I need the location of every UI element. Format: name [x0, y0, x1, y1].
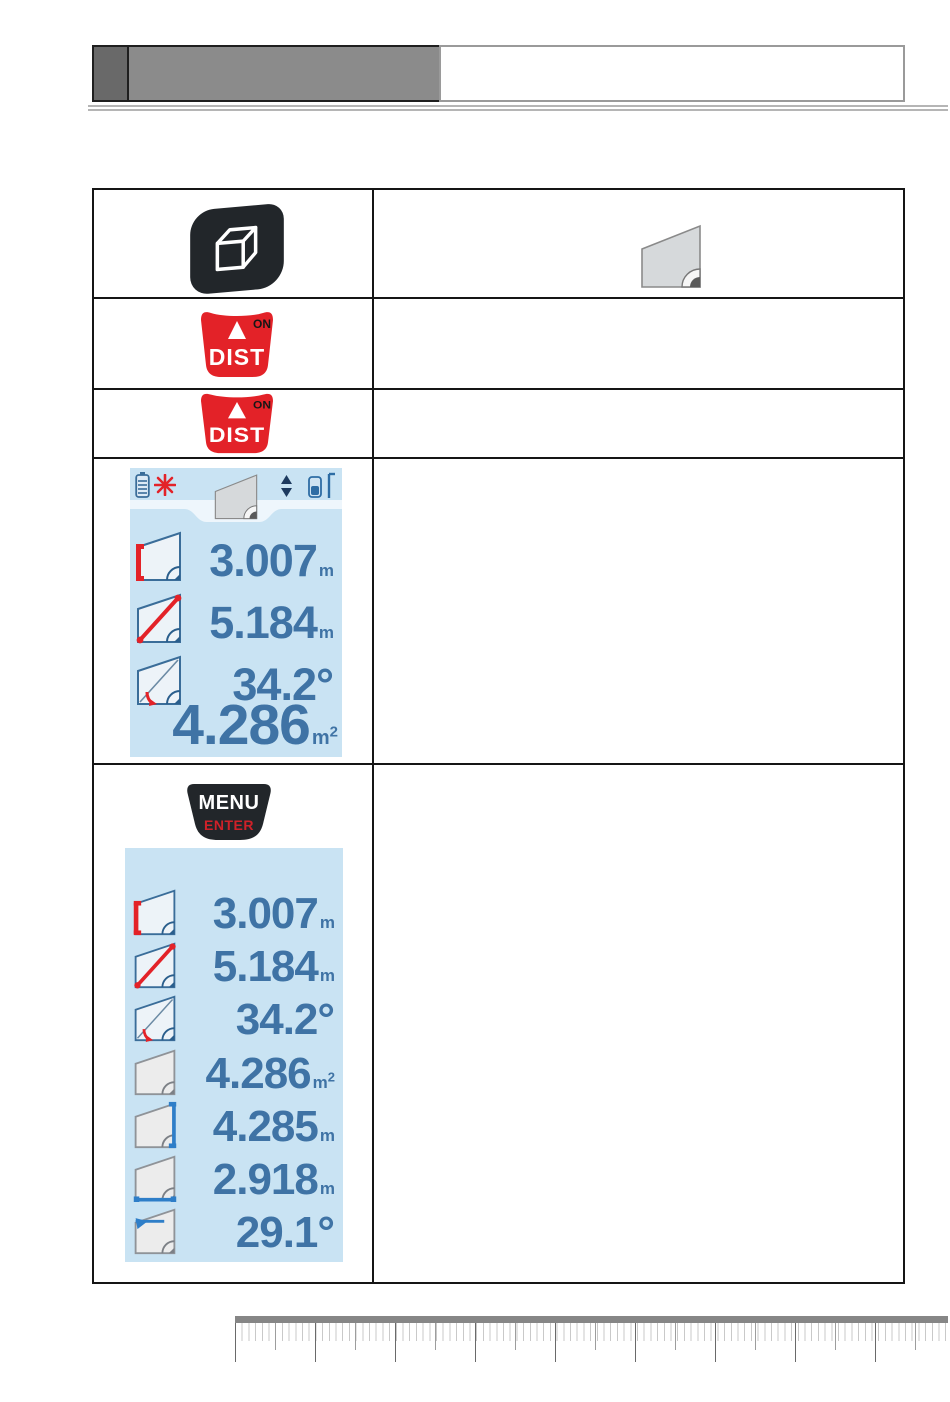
measurement-row: 4.286 m2: [125, 1048, 343, 1098]
table-column-divider: [372, 190, 374, 1282]
unit-label: m: [319, 1179, 335, 1198]
trapezium-base-icon: [133, 1155, 177, 1202]
table-row-divider: [94, 763, 903, 765]
func-button: [190, 202, 284, 296]
measurement-value: 2.918 m: [212, 1155, 335, 1204]
instruction-table: ON DIST ON DIST: [92, 188, 905, 1284]
laser-triangle-icon: [228, 401, 246, 419]
table-row-divider: [94, 388, 903, 390]
measurement-main-value: 4.286 m2: [172, 693, 338, 757]
trapezium-first-width-icon: [136, 531, 181, 581]
trapezium-slope-angle-icon: [134, 1208, 176, 1255]
measurement-value: 5.184 m: [209, 597, 334, 648]
dist-on-label: ON: [253, 317, 271, 331]
measurement-row: 3.007 m: [125, 888, 343, 938]
laser-active-icon: [154, 474, 176, 496]
measurement-value: 4.285 m: [212, 1102, 335, 1151]
ruler-bar: [235, 1316, 948, 1323]
navigate-arrows-icon: [281, 475, 292, 497]
enter-label: ENTER: [204, 817, 254, 833]
measurement-row: 5.184 m: [130, 590, 342, 648]
measurement-row: 3.007 m: [130, 528, 342, 586]
measurement-row: 4.285 m: [125, 1101, 343, 1151]
table-row-divider: [94, 457, 903, 459]
header-divider: [88, 105, 948, 111]
unit-label: m2: [312, 1069, 335, 1092]
trapezium-first-width-icon: [133, 889, 176, 936]
cube-icon: [215, 225, 258, 272]
measurement-value: 34.2°: [232, 659, 334, 710]
measurement-row: 5.184 m: [125, 941, 343, 991]
measurement-value: 5.184 m: [212, 942, 335, 991]
trapezium-angle-icon: [137, 655, 181, 706]
header-cell-small: [92, 45, 129, 102]
measurement-value: 29.1°: [235, 1208, 335, 1257]
measurement-row: 34.2°: [125, 994, 343, 1044]
trapezium-area-icon: [134, 1049, 176, 1096]
header-cell-right: [439, 45, 905, 102]
unit-label: m: [319, 913, 335, 932]
dist-button: ON DIST: [201, 312, 273, 377]
measurement-main-row: 4.286 m2: [130, 693, 342, 757]
trapezium-function-icon: [641, 224, 701, 288]
dist-button: ON DIST: [201, 393, 273, 454]
trapezium-diagonal-icon: [136, 593, 182, 644]
menu-enter-button: MENU ENTER: [187, 784, 271, 840]
unit-label: m: [319, 1126, 335, 1145]
measurement-value: 3.007 m: [209, 535, 334, 586]
unit-label: °: [317, 1208, 335, 1257]
header-cell-title: [127, 45, 441, 102]
laser-triangle-icon: [228, 321, 246, 339]
unit-label: m2: [311, 723, 338, 749]
unit-label: m: [318, 623, 334, 642]
unit-label: °: [316, 659, 334, 710]
measurement-value: 3.007 m: [212, 889, 335, 938]
trapezium-angle-icon: [134, 995, 176, 1042]
reference-rear-icon: [308, 472, 335, 498]
dist-label: DIST: [209, 344, 265, 370]
dist-label: DIST: [209, 423, 265, 447]
device-display-trapezium: 3.007 m 5.184 m: [130, 468, 342, 757]
measurement-value: 34.2°: [235, 995, 335, 1044]
device-display-results: 3.007 m 5.184 m: [125, 848, 343, 1262]
unit-label: °: [317, 995, 335, 1044]
menu-label: MENU: [199, 792, 260, 814]
ruler-graphic: [235, 1316, 948, 1362]
measurement-row: 34.2°: [130, 652, 342, 710]
unit-label: m: [318, 561, 334, 580]
dist-on-label: ON: [253, 400, 271, 411]
table-row-divider: [94, 297, 903, 299]
measurement-row: 29.1°: [125, 1207, 343, 1257]
unit-label: m: [319, 966, 335, 985]
measurement-value: 4.286 m2: [205, 1049, 335, 1098]
trapezium-diagonal-icon: [134, 942, 176, 989]
trapezium-tab-icon: [214, 474, 258, 520]
ruler-ticks: [235, 1323, 948, 1362]
measurement-row: 2.918 m: [125, 1154, 343, 1204]
battery-icon: [135, 472, 150, 498]
trapezium-height-icon: [134, 1101, 177, 1149]
